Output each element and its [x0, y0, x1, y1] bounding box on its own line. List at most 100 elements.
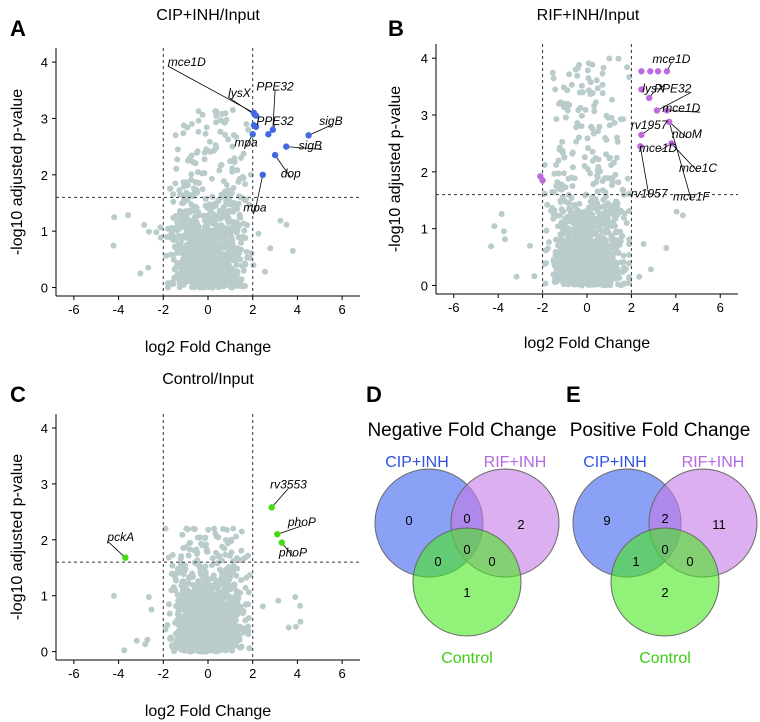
background-point	[235, 626, 242, 633]
highlighted-point	[249, 131, 256, 138]
background-point	[141, 222, 148, 228]
background-point	[176, 187, 183, 194]
background-point	[575, 242, 581, 249]
background-point	[235, 200, 242, 207]
background-point	[238, 528, 245, 535]
venn-count-cip-only: 9	[603, 513, 610, 528]
x-tick-label: 6	[339, 302, 346, 317]
background-point	[589, 125, 596, 132]
background-point	[195, 108, 202, 115]
background-point	[197, 249, 204, 256]
gene-label: phoP	[287, 515, 316, 529]
background-point	[193, 186, 200, 193]
background-point	[614, 138, 621, 145]
background-point	[214, 648, 221, 654]
background-point	[626, 74, 633, 80]
background-point	[193, 246, 200, 252]
background-point	[179, 578, 186, 585]
background-point	[222, 131, 228, 138]
background-point	[222, 110, 229, 117]
background-point	[620, 187, 627, 194]
background-point	[203, 124, 210, 131]
background-point	[222, 188, 229, 195]
background-point	[240, 263, 247, 269]
gene-label: PPE32	[256, 79, 294, 93]
gene-label: pckA	[106, 530, 134, 544]
background-point	[214, 198, 221, 204]
x-tick-label: 4	[672, 300, 679, 315]
background-point	[297, 618, 304, 625]
background-point	[582, 267, 589, 274]
background-point	[171, 266, 178, 273]
background-point	[647, 266, 654, 273]
background-point	[167, 234, 174, 241]
background-point	[600, 247, 607, 254]
background-point	[211, 525, 218, 532]
x-tick-label: 2	[249, 666, 256, 681]
x-tick-label: -2	[537, 300, 549, 315]
background-point	[206, 618, 213, 625]
background-point	[599, 270, 606, 276]
background-point	[233, 246, 240, 252]
background-point	[203, 546, 210, 553]
background-point	[168, 587, 175, 594]
background-point	[610, 264, 617, 271]
background-point	[582, 106, 589, 113]
background-point	[576, 200, 583, 207]
background-point	[177, 243, 184, 250]
plot-title: RIF+INH/Input	[537, 7, 640, 24]
background-point	[145, 594, 152, 600]
background-point	[169, 229, 175, 236]
background-point	[205, 526, 212, 533]
background-point	[238, 577, 245, 584]
background-point	[153, 229, 160, 236]
background-point	[169, 570, 175, 577]
background-point	[208, 175, 215, 182]
background-point	[612, 171, 619, 178]
background-point	[190, 525, 197, 532]
background-point	[561, 265, 567, 272]
background-point	[213, 620, 220, 627]
highlighted-point	[122, 554, 129, 561]
label-connector	[308, 124, 332, 136]
background-point	[187, 623, 194, 630]
label-connector	[277, 525, 303, 535]
background-point	[591, 108, 598, 115]
background-point	[225, 576, 232, 583]
highlighted-point	[654, 68, 662, 75]
background-point	[573, 138, 580, 145]
background-point	[223, 640, 230, 647]
background-point	[172, 132, 179, 139]
background-point	[554, 179, 561, 186]
background-point	[210, 277, 217, 284]
background-point	[623, 220, 630, 226]
venn-count-all: 0	[463, 542, 470, 557]
background-point	[211, 607, 218, 614]
background-point	[185, 552, 192, 559]
background-point	[166, 601, 172, 608]
background-point	[562, 114, 569, 121]
gene-label: rv3553	[270, 477, 307, 491]
background-point	[198, 633, 205, 640]
venn-set-label: CIP+INH	[583, 454, 647, 471]
background-point	[599, 81, 606, 88]
background-point	[610, 159, 617, 166]
highlighted-point	[638, 86, 645, 93]
background-point	[223, 527, 230, 533]
background-point	[591, 200, 598, 207]
background-point	[226, 226, 233, 232]
background-point	[606, 122, 613, 129]
venn-set-label: RIF+INH	[484, 454, 547, 471]
background-point	[196, 180, 202, 187]
gene-label: sigB	[319, 114, 342, 128]
highlighted-point	[539, 177, 546, 184]
gene-label: mce1F	[673, 189, 710, 203]
x-tick-label: -6	[448, 300, 460, 315]
background-point	[250, 262, 257, 269]
background-point	[174, 634, 181, 641]
background-point	[663, 245, 670, 251]
background-point	[297, 602, 304, 609]
background-point	[606, 155, 613, 162]
y-tick-label: 0	[41, 281, 48, 296]
background-point	[165, 554, 172, 561]
